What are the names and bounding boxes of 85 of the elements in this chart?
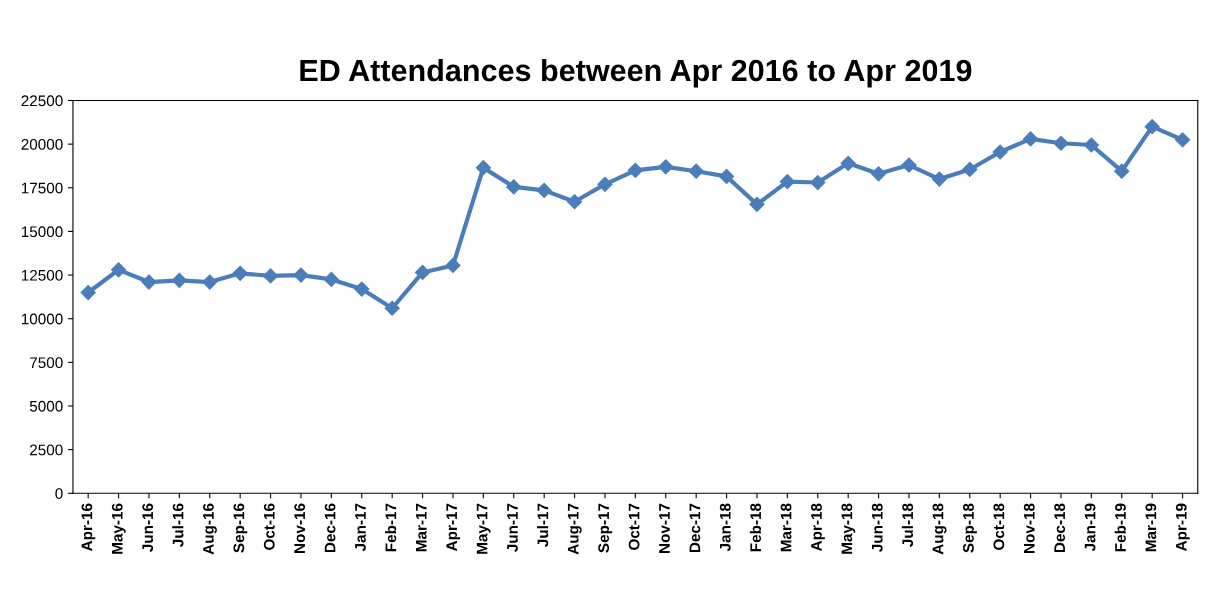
- point: [323, 271, 339, 287]
- point: [1174, 132, 1191, 148]
- point: [658, 159, 674, 175]
- point: [1144, 119, 1160, 135]
- point: [1022, 131, 1039, 147]
- x-tick-label: Oct-18: [993, 503, 1005, 550]
- x-tick-label: Aug-18: [932, 503, 947, 555]
- point: [202, 274, 218, 290]
- y-tick-label: 17500: [21, 182, 63, 194]
- point: [840, 155, 856, 171]
- y-tick-label: 0: [55, 488, 63, 499]
- x-tick-label: Dec-17: [689, 503, 701, 553]
- point: [141, 274, 157, 290]
- y-tick-label: 10000: [21, 313, 63, 325]
- x-tick-label: May-16: [111, 503, 126, 554]
- point: [779, 174, 795, 190]
- x-tick-label: Sep-18: [963, 503, 977, 553]
- point: [475, 160, 491, 176]
- point: [566, 194, 583, 210]
- point: [962, 161, 978, 178]
- x-tick-label: Jul-16: [172, 503, 184, 547]
- x-tick-label: May-17: [476, 503, 491, 554]
- x-tick-label: Jun-17: [507, 503, 518, 553]
- x-tick-label: Aug-17: [567, 503, 582, 555]
- point: [1114, 163, 1130, 179]
- point: [901, 157, 917, 173]
- x-tick-label: Apr-16: [81, 503, 96, 552]
- point: [354, 281, 370, 297]
- x-tick-label: Jul-17: [537, 503, 549, 547]
- x-tick-label: Feb-17: [385, 503, 397, 552]
- point: [810, 174, 826, 191]
- point: [445, 257, 461, 274]
- point: [627, 162, 643, 178]
- point: [992, 144, 1008, 160]
- point: [171, 272, 187, 288]
- x-tick-label: Jan-17: [355, 503, 366, 552]
- y-tick-label: 12500: [21, 269, 63, 281]
- x-tick-label: Apr-18: [811, 503, 825, 552]
- x-tick-label: Mar-18: [780, 503, 792, 552]
- x-tick-label: Nov-17: [659, 503, 670, 553]
- y-tick-label: 2500: [30, 444, 63, 456]
- x-tick-label: Sep-16: [233, 503, 248, 553]
- point: [293, 267, 309, 283]
- point: [414, 264, 431, 281]
- x-tick-label: Aug-16: [202, 503, 217, 555]
- y-tick-label: 22500: [21, 95, 63, 107]
- point: [536, 182, 552, 198]
- point: [384, 300, 400, 316]
- y-tick-label: 20000: [21, 139, 63, 150]
- y-tick-label: 7500: [30, 357, 63, 369]
- x-tick-label: Jan-18: [719, 503, 731, 552]
- x-tick-label: Sep-17: [598, 503, 613, 553]
- point: [1083, 137, 1099, 153]
- point: [506, 179, 522, 195]
- x-tick-label: Mar-19: [1145, 503, 1157, 552]
- x-tick-label: Apr-17: [446, 503, 461, 552]
- x-tick-label: Oct-16: [263, 503, 275, 550]
- point: [749, 196, 765, 212]
- x-tick-label: Jul-18: [901, 503, 914, 547]
- x-tick-label: Jan-19: [1084, 503, 1096, 552]
- x-tick-label: Nov-16: [294, 503, 306, 553]
- y-tick-label: 15000: [21, 226, 63, 238]
- y-tick-label: 5000: [29, 400, 63, 412]
- point: [931, 171, 947, 187]
- point: [870, 166, 887, 182]
- x-tick-label: Feb-19: [1114, 503, 1126, 552]
- point: [80, 284, 96, 301]
- point: [110, 262, 127, 278]
- x-tick-label: Dec-16: [324, 503, 336, 553]
- point: [718, 168, 735, 184]
- x-tick-label: Dec-18: [1054, 503, 1066, 553]
- point: [597, 176, 613, 192]
- x-tick-label: Nov-18: [1023, 503, 1035, 553]
- point: [1053, 135, 1069, 151]
- x-tick-label: Oct-17: [628, 503, 640, 550]
- point: [232, 265, 248, 281]
- x-tick-label: May-18: [841, 503, 856, 554]
- x-tick-label: Feb-18: [749, 503, 762, 552]
- point: [262, 268, 279, 284]
- point: [688, 163, 704, 179]
- x-tick-label: Apr-19: [1175, 503, 1190, 552]
- x-tick-label: Jun-16: [142, 503, 154, 553]
- x-tick-label: Jun-18: [871, 503, 883, 553]
- x-tick-label: Mar-17: [416, 503, 427, 552]
- chart-title: ED Attendances between Apr 2016 to Apr 2019: [300, 58, 972, 88]
